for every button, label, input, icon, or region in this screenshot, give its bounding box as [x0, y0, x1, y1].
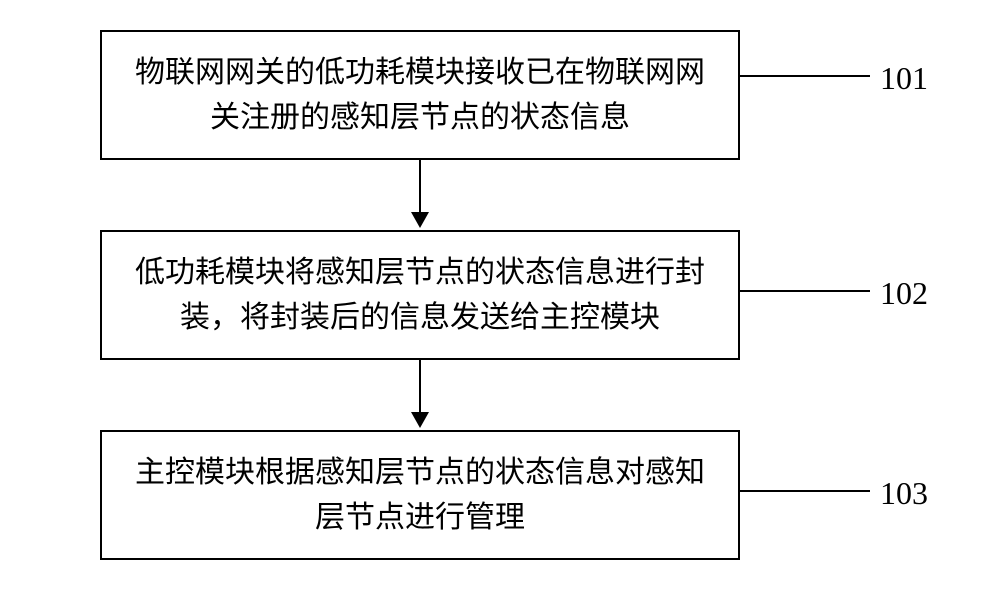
connector-2	[411, 360, 429, 428]
step-text: 物联网网关的低功耗模块接收已在物联网网关注册的感知层节点的状态信息	[122, 50, 718, 140]
arrow-head	[411, 212, 429, 228]
lead-line-101	[740, 75, 870, 77]
flowchart-canvas: 物联网网关的低功耗模块接收已在物联网网关注册的感知层节点的状态信息 101 低功…	[0, 0, 1000, 608]
step-box-101: 物联网网关的低功耗模块接收已在物联网网关注册的感知层节点的状态信息	[100, 30, 740, 160]
step-label-101: 101	[880, 60, 928, 97]
step-text: 低功耗模块将感知层节点的状态信息进行封装，将封装后的信息发送给主控模块	[122, 250, 718, 340]
lead-line-102	[740, 290, 870, 292]
step-box-103: 主控模块根据感知层节点的状态信息对感知层节点进行管理	[100, 430, 740, 560]
step-label-102: 102	[880, 275, 928, 312]
step-box-102: 低功耗模块将感知层节点的状态信息进行封装，将封装后的信息发送给主控模块	[100, 230, 740, 360]
connector-line	[419, 160, 421, 212]
arrow-head	[411, 412, 429, 428]
connector-1	[411, 160, 429, 228]
step-text: 主控模块根据感知层节点的状态信息对感知层节点进行管理	[122, 450, 718, 540]
lead-line-103	[740, 490, 870, 492]
connector-line	[419, 360, 421, 412]
step-label-103: 103	[880, 475, 928, 512]
